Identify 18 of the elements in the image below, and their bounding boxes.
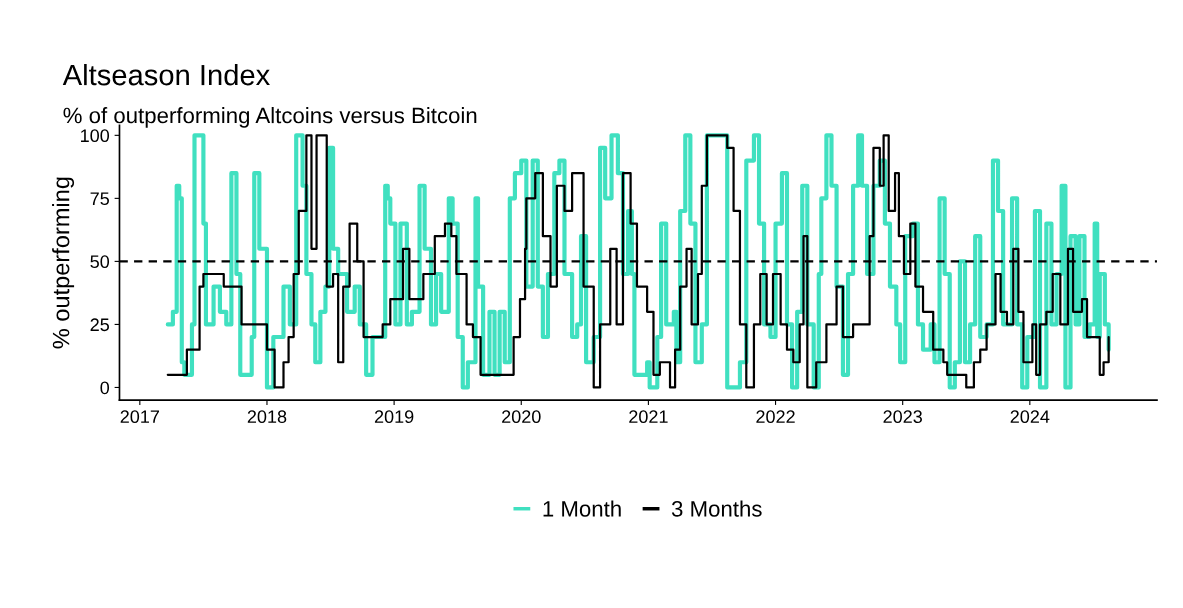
legend-label: 1 Month bbox=[543, 500, 621, 517]
y-axis-title: % outperforming bbox=[52, 177, 75, 349]
y-tick-label: 50 bbox=[90, 255, 110, 269]
x-tick-label: 2018 bbox=[247, 410, 287, 424]
y-tick-label: 75 bbox=[90, 192, 110, 206]
y-tick-label: 25 bbox=[90, 318, 110, 332]
chart-title: Altseason Index bbox=[62, 63, 270, 86]
x-tick-label: 2022 bbox=[756, 410, 795, 424]
x-tick-label: 2024 bbox=[1010, 410, 1050, 424]
chart-subtitle: % of outperforming Altcoins versus Bitcoin bbox=[63, 107, 477, 128]
x-tick-label: 2023 bbox=[883, 410, 922, 424]
legend-label: 3 Months bbox=[671, 500, 762, 517]
x-tick-label: 2019 bbox=[374, 410, 414, 424]
y-tick-label: 100 bbox=[81, 129, 110, 143]
x-tick-label: 2020 bbox=[502, 410, 541, 424]
x-tick-label: 2017 bbox=[120, 410, 159, 424]
y-tick-label: 0 bbox=[100, 381, 110, 395]
x-tick-label: 2021 bbox=[629, 410, 668, 424]
